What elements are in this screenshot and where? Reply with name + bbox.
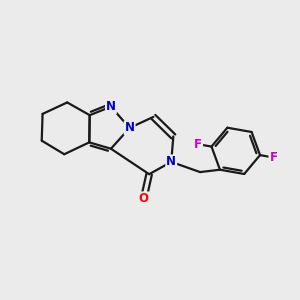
Text: N: N xyxy=(106,100,116,113)
Text: N: N xyxy=(166,155,176,168)
Text: O: O xyxy=(139,192,148,205)
Text: F: F xyxy=(269,151,278,164)
Text: F: F xyxy=(194,138,202,151)
Text: N: N xyxy=(124,122,135,134)
